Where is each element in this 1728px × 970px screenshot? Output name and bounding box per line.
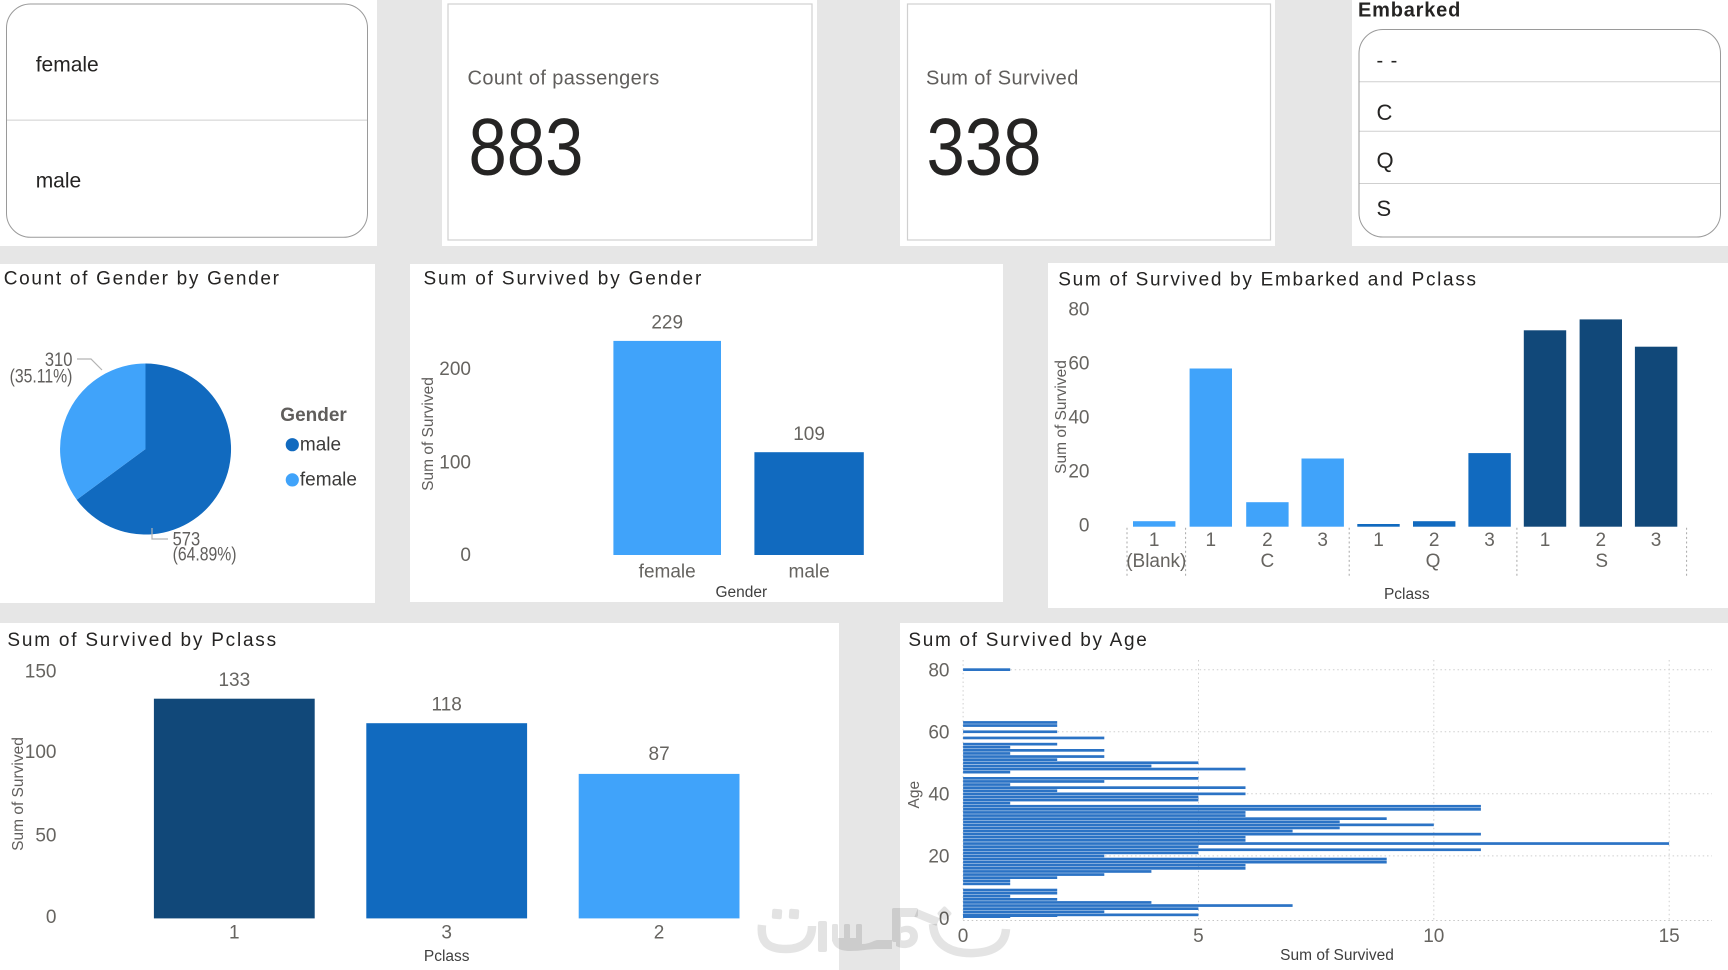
- svg-text:200: 200: [439, 359, 471, 380]
- svg-text:40: 40: [928, 785, 949, 806]
- svg-text:0: 0: [460, 545, 471, 566]
- svg-text:0: 0: [1079, 515, 1090, 536]
- svg-text:573: 573: [173, 528, 201, 549]
- svg-text:2: 2: [654, 923, 665, 944]
- svg-text:C: C: [1377, 100, 1393, 125]
- svg-text:3: 3: [1651, 530, 1662, 551]
- svg-text:150: 150: [25, 661, 57, 682]
- svg-text:female: female: [300, 470, 357, 491]
- svg-text:109: 109: [793, 424, 825, 445]
- svg-text:3: 3: [1484, 530, 1495, 551]
- svg-text:1: 1: [229, 923, 240, 944]
- svg-text:Sum of Survived: Sum of Survived: [420, 377, 437, 491]
- svg-text:2: 2: [1262, 530, 1273, 551]
- svg-text:(64.89%): (64.89%): [173, 543, 237, 565]
- svg-text:0: 0: [939, 909, 950, 930]
- svg-text:133: 133: [218, 670, 250, 691]
- svg-text:S: S: [1595, 551, 1608, 572]
- svg-text:Sum of Survived by Age: Sum of Survived by Age: [908, 630, 1148, 651]
- svg-text:Q: Q: [1426, 551, 1441, 572]
- svg-text:1: 1: [1540, 530, 1551, 551]
- svg-text:20: 20: [1068, 461, 1089, 482]
- svg-text:10: 10: [1423, 926, 1444, 947]
- svg-text:5: 5: [1193, 926, 1204, 947]
- svg-text:Count of Gender by Gender: Count of Gender by Gender: [4, 269, 281, 290]
- svg-text:Sum of Survived: Sum of Survived: [10, 737, 27, 851]
- svg-text:Sum of Survived by Gender: Sum of Survived by Gender: [424, 269, 704, 290]
- svg-text:(35.11%): (35.11%): [10, 365, 73, 387]
- svg-text:2: 2: [1596, 530, 1607, 551]
- svg-text:118: 118: [432, 695, 462, 716]
- svg-text:50: 50: [35, 826, 56, 847]
- svg-text:Age: Age: [906, 781, 923, 809]
- svg-text:(Blank): (Blank): [1126, 551, 1186, 572]
- svg-text:Sum of Survived: Sum of Survived: [1053, 360, 1070, 474]
- svg-text:female: female: [36, 53, 99, 76]
- svg-text:87: 87: [649, 744, 670, 765]
- svg-text:100: 100: [439, 453, 471, 474]
- svg-text:1: 1: [1373, 530, 1384, 551]
- svg-text:100: 100: [25, 742, 57, 763]
- svg-text:Pclass: Pclass: [1384, 586, 1430, 603]
- svg-text:C: C: [1261, 551, 1275, 572]
- svg-text:1: 1: [1206, 530, 1217, 551]
- svg-text:Count of passengers: Count of passengers: [468, 68, 660, 90]
- svg-text:40: 40: [1068, 407, 1089, 428]
- svg-text:60: 60: [1068, 353, 1089, 374]
- svg-text:3: 3: [441, 923, 452, 944]
- svg-text:female: female: [639, 562, 696, 583]
- svg-text:Q: Q: [1377, 148, 1394, 173]
- svg-text:229: 229: [651, 313, 683, 334]
- svg-text:Sum of Survived: Sum of Survived: [1280, 947, 1394, 964]
- svg-text:0: 0: [46, 907, 57, 928]
- svg-text:male: male: [300, 434, 341, 455]
- svg-text:15: 15: [1659, 926, 1680, 947]
- svg-text:0: 0: [958, 926, 969, 947]
- svg-text:883: 883: [469, 101, 584, 192]
- svg-text:2: 2: [1429, 530, 1440, 551]
- svg-text:20: 20: [928, 847, 949, 868]
- svg-text:80: 80: [1068, 299, 1089, 320]
- svg-text:male: male: [789, 562, 830, 583]
- svg-text:Sum of Survived by Embarked an: Sum of Survived by Embarked and Pclass: [1058, 270, 1477, 291]
- svg-text:S: S: [1377, 196, 1392, 221]
- svg-text:338: 338: [927, 101, 1042, 192]
- svg-text:Sum of Survived by Pclass: Sum of Survived by Pclass: [7, 630, 277, 651]
- svg-text:Gender: Gender: [280, 405, 347, 426]
- svg-text:1: 1: [1149, 530, 1160, 551]
- svg-text:3: 3: [1317, 530, 1328, 551]
- svg-text:--: --: [1377, 50, 1405, 72]
- svg-text:Pclass: Pclass: [424, 948, 470, 965]
- svg-text:male: male: [36, 170, 82, 193]
- svg-text:Gender: Gender: [715, 584, 767, 601]
- svg-text:Embarked: Embarked: [1358, 0, 1461, 22]
- svg-text:60: 60: [928, 723, 949, 744]
- svg-text:310: 310: [45, 349, 73, 370]
- svg-text:80: 80: [928, 660, 949, 681]
- svg-text:Sum of Survived: Sum of Survived: [926, 68, 1079, 90]
